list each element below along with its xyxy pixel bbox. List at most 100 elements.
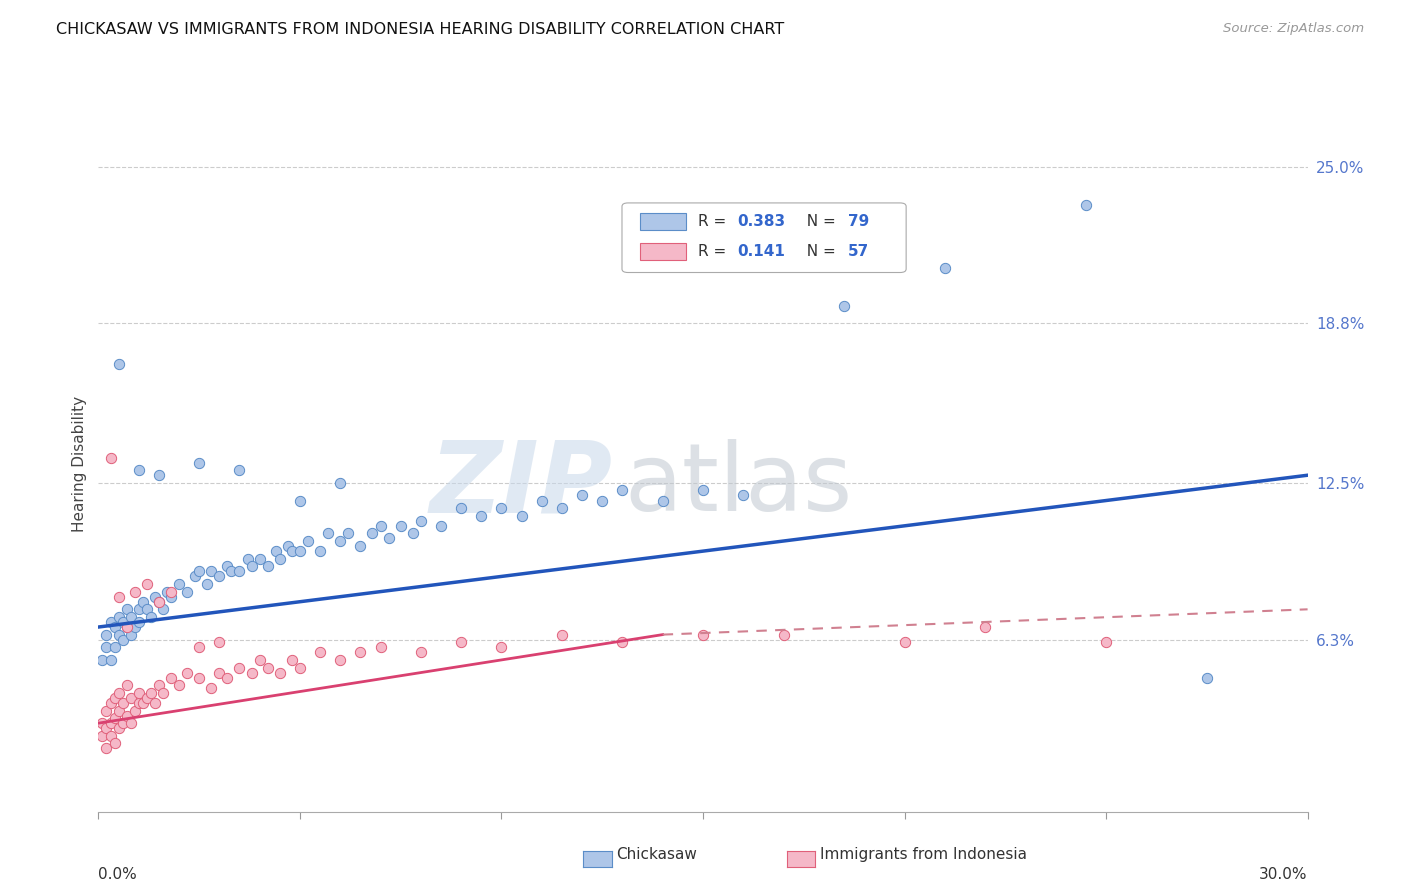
Immigrants from Indonesia — [91, 729, 114, 743]
Chickasaw — [510, 508, 533, 523]
Chickasaw — [139, 610, 162, 624]
Immigrants from Indonesia — [143, 696, 166, 710]
Immigrants from Indonesia — [111, 696, 134, 710]
Chickasaw — [288, 493, 311, 508]
Chickasaw — [228, 565, 250, 579]
Immigrants from Indonesia — [228, 660, 250, 674]
Immigrants from Indonesia — [107, 704, 129, 718]
Chickasaw — [309, 544, 332, 558]
Text: Immigrants from Indonesia: Immigrants from Indonesia — [820, 847, 1026, 862]
Immigrants from Indonesia — [124, 704, 146, 718]
Immigrants from Indonesia — [100, 696, 122, 710]
Chickasaw — [281, 544, 304, 558]
Chickasaw — [329, 534, 352, 549]
Text: 79: 79 — [848, 214, 869, 229]
Immigrants from Indonesia — [135, 690, 157, 705]
Chickasaw — [100, 653, 122, 667]
Chickasaw — [297, 534, 319, 549]
FancyBboxPatch shape — [621, 203, 905, 273]
Chickasaw — [111, 632, 134, 647]
Immigrants from Indonesia — [124, 584, 146, 599]
Immigrants from Indonesia — [120, 690, 142, 705]
Immigrants from Indonesia — [128, 686, 150, 700]
Chickasaw — [1074, 197, 1097, 211]
Chickasaw — [450, 501, 472, 516]
Bar — [640, 213, 686, 230]
Immigrants from Indonesia — [288, 660, 311, 674]
Chickasaw — [200, 565, 222, 579]
Chickasaw — [184, 569, 207, 583]
Chickasaw — [934, 260, 956, 275]
Chickasaw — [107, 627, 129, 641]
Immigrants from Indonesia — [217, 671, 239, 685]
Chickasaw — [733, 488, 755, 502]
Chickasaw — [402, 526, 425, 541]
Immigrants from Indonesia — [409, 645, 432, 659]
Text: N =: N = — [797, 244, 841, 260]
Immigrants from Indonesia — [329, 653, 352, 667]
Chickasaw — [91, 653, 114, 667]
Text: 0.0%: 0.0% — [98, 867, 138, 882]
Chickasaw — [470, 508, 492, 523]
Chickasaw — [107, 610, 129, 624]
Chickasaw — [228, 463, 250, 477]
Immigrants from Indonesia — [115, 620, 138, 634]
Text: 0.383: 0.383 — [737, 214, 785, 229]
Immigrants from Indonesia — [132, 696, 155, 710]
Chickasaw — [337, 526, 360, 541]
Immigrants from Indonesia — [1095, 635, 1118, 649]
Chickasaw — [236, 551, 259, 566]
Immigrants from Indonesia — [188, 671, 211, 685]
Chickasaw — [491, 501, 513, 516]
Chickasaw — [156, 584, 179, 599]
Text: atlas: atlas — [624, 439, 852, 531]
Chickasaw — [361, 526, 384, 541]
Chickasaw — [115, 620, 138, 634]
Chickasaw — [551, 501, 574, 516]
Immigrants from Indonesia — [100, 450, 122, 465]
Text: Source: ZipAtlas.com: Source: ZipAtlas.com — [1223, 22, 1364, 36]
Chickasaw — [100, 615, 122, 629]
Chickasaw — [188, 456, 211, 470]
Chickasaw — [530, 493, 553, 508]
Chickasaw — [176, 584, 198, 599]
Chickasaw — [240, 559, 263, 574]
Chickasaw — [249, 551, 271, 566]
Immigrants from Indonesia — [115, 708, 138, 723]
Chickasaw — [256, 559, 278, 574]
Immigrants from Indonesia — [309, 645, 332, 659]
Chickasaw — [188, 565, 211, 579]
Chickasaw — [120, 610, 142, 624]
Immigrants from Indonesia — [135, 577, 157, 591]
Chickasaw — [96, 640, 118, 655]
Immigrants from Indonesia — [100, 729, 122, 743]
Chickasaw — [377, 532, 399, 546]
Text: Chickasaw: Chickasaw — [616, 847, 697, 862]
Immigrants from Indonesia — [96, 721, 118, 735]
Immigrants from Indonesia — [152, 686, 174, 700]
Chickasaw — [124, 620, 146, 634]
Immigrants from Indonesia — [115, 678, 138, 692]
Chickasaw — [160, 590, 183, 604]
Immigrants from Indonesia — [772, 627, 794, 641]
Immigrants from Indonesia — [208, 635, 231, 649]
Immigrants from Indonesia — [120, 716, 142, 731]
Immigrants from Indonesia — [349, 645, 371, 659]
Immigrants from Indonesia — [167, 678, 190, 692]
Immigrants from Indonesia — [256, 660, 278, 674]
Chickasaw — [107, 357, 129, 371]
Immigrants from Indonesia — [974, 620, 997, 634]
Immigrants from Indonesia — [103, 690, 125, 705]
Text: N =: N = — [797, 214, 841, 229]
Immigrants from Indonesia — [269, 665, 291, 680]
Chickasaw — [1195, 671, 1218, 685]
Y-axis label: Hearing Disability: Hearing Disability — [72, 396, 87, 532]
Chickasaw — [103, 640, 125, 655]
Immigrants from Indonesia — [240, 665, 263, 680]
Chickasaw — [221, 565, 243, 579]
Immigrants from Indonesia — [551, 627, 574, 641]
Immigrants from Indonesia — [249, 653, 271, 667]
Chickasaw — [120, 627, 142, 641]
Immigrants from Indonesia — [103, 711, 125, 725]
Immigrants from Indonesia — [176, 665, 198, 680]
